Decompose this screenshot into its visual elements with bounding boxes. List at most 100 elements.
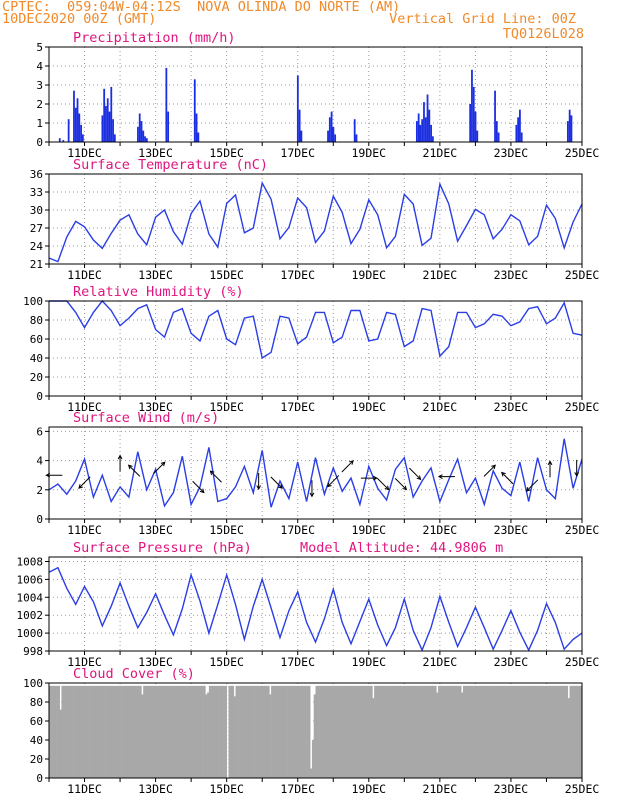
cloud-bar — [498, 685, 501, 778]
cloud-bar — [240, 685, 243, 778]
wind-arrowhead — [209, 470, 215, 476]
wind-arrow — [409, 467, 421, 480]
cloud-bar — [160, 685, 164, 778]
cloud-bar — [184, 685, 187, 778]
x-tick-label: 25DEC — [565, 655, 600, 669]
series-line — [48, 180, 583, 263]
cloud-bar — [231, 685, 235, 778]
panel-title: Cloud Cover (%) — [73, 666, 195, 682]
cloud-bar — [279, 685, 283, 778]
cloud-bar — [196, 685, 199, 778]
x-tick-label: 13DEC — [138, 523, 173, 537]
cloud-bar — [335, 685, 338, 778]
cloud-bar — [123, 685, 126, 778]
wind-arrow — [78, 476, 91, 489]
cloud-bar — [509, 685, 512, 778]
precip-bar — [328, 117, 331, 142]
cloud-bar — [52, 685, 55, 778]
cloud-bar — [187, 685, 190, 778]
cloud-bar — [324, 685, 327, 778]
cloud-bar — [363, 685, 366, 778]
precip-bar — [471, 69, 473, 142]
cloud-bar — [473, 685, 476, 778]
precip-bar — [197, 132, 200, 142]
cloud-bar — [150, 685, 153, 778]
cloud-bar — [404, 685, 407, 778]
cloud-bar — [466, 685, 469, 778]
cloud-bar — [290, 685, 293, 778]
x-tick-label: 25DEC — [565, 782, 600, 796]
panel-title: Surface Temperature (nC) — [73, 157, 268, 173]
precip-bar — [327, 130, 329, 142]
y-tick-label: 0 — [36, 136, 43, 149]
cloud-bar — [105, 685, 108, 778]
cloud-bar — [304, 685, 307, 778]
cloud-bar — [171, 685, 174, 778]
cloud-bar — [207, 692, 210, 778]
precip-bar — [424, 117, 427, 142]
precip-bar — [417, 113, 420, 142]
cloud-bar — [299, 685, 302, 778]
cloud-bar — [569, 685, 572, 778]
y-tick-label: 0 — [36, 513, 43, 526]
wind-arrow — [341, 460, 354, 473]
cloud-bar — [487, 685, 490, 778]
cloud-bar — [294, 685, 297, 778]
cloud-bar — [494, 685, 498, 778]
cloud-bar — [555, 685, 558, 778]
cloud-bar — [550, 685, 553, 778]
wind-arrowhead — [256, 485, 262, 491]
x-tick-label: 11DEC — [67, 655, 102, 669]
cloud-bar — [372, 698, 375, 778]
wind-arrow — [270, 476, 283, 489]
cloud-bar — [338, 685, 341, 778]
precip-bar — [296, 75, 299, 142]
cloud-bar — [402, 685, 405, 778]
y-tick-label: 60 — [30, 333, 43, 346]
cloud-bar — [141, 694, 144, 778]
cloud-bar — [91, 685, 94, 778]
cloud-bar — [537, 685, 540, 778]
cloud-bar — [562, 685, 565, 778]
cloud-bar — [400, 685, 403, 778]
cloud-bar — [239, 685, 242, 778]
panel-title: Precipitation (mm/h) — [73, 30, 236, 46]
precip-bar — [106, 98, 109, 142]
y-tick-label: 2 — [36, 98, 43, 111]
cloud-bar — [464, 685, 467, 778]
cloud-bar — [175, 685, 178, 778]
cloud-bar — [503, 685, 506, 778]
cloud-bar — [224, 685, 227, 778]
cloud-bar — [118, 685, 121, 778]
cloud-bar — [386, 685, 389, 778]
cloud-bar — [54, 685, 57, 778]
cloud-bar — [200, 685, 203, 778]
y-tick-label: 100 — [23, 295, 43, 308]
precip-bar — [137, 126, 139, 142]
precip-bar — [76, 98, 79, 142]
precip-bar — [472, 86, 475, 142]
cloud-bar — [359, 685, 362, 778]
cloud-bar — [72, 685, 75, 778]
cloud-bar — [528, 685, 531, 778]
cloud-bar — [256, 685, 259, 778]
y-tick-label: 30 — [30, 204, 43, 217]
cloud-bar — [201, 685, 204, 778]
precip-bar — [80, 124, 82, 142]
cloud-bar — [535, 685, 538, 778]
cloud-bar — [287, 685, 290, 778]
cloud-bar — [578, 685, 581, 778]
cloud-bar — [336, 685, 339, 778]
cloud-bar — [407, 685, 410, 778]
header-model-id: TQ0126L028 — [502, 26, 584, 42]
cloud-bar — [413, 685, 416, 778]
cloud-bar — [221, 685, 224, 778]
precip-bar — [415, 121, 418, 142]
cloud-bar — [244, 685, 247, 778]
x-tick-label: 21DEC — [423, 400, 458, 414]
cloud-bar — [127, 685, 130, 778]
wind-arrow — [394, 477, 407, 490]
precip-bar — [570, 115, 573, 142]
cloud-bar — [96, 685, 100, 778]
